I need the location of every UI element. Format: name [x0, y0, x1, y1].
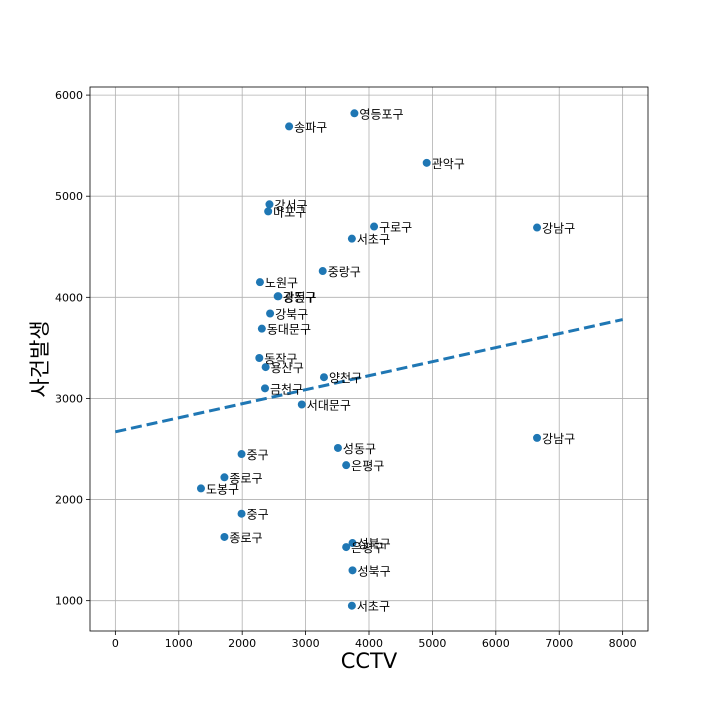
data-point	[220, 473, 229, 482]
data-point	[266, 309, 275, 318]
point-label: 송파구	[294, 120, 327, 134]
point-label: 종로구	[229, 471, 262, 485]
data-points	[196, 109, 542, 610]
point-labels: 영등포구송파구관악구강서구마포구구로구서초구강남구중랑구노원구광진구강동구강북구…	[206, 107, 575, 613]
x-tick-label: 0	[112, 637, 119, 650]
point-label: 금천구	[270, 381, 303, 396]
data-point	[255, 353, 264, 362]
data-point	[347, 234, 356, 243]
x-tick-label: 6000	[482, 637, 510, 650]
point-label: 동대문구	[267, 323, 311, 337]
data-point	[318, 267, 327, 276]
x-axis-title: CCTV	[341, 649, 398, 673]
trend-layer	[115, 318, 623, 434]
point-label: 광진구	[283, 290, 316, 304]
point-label: 도봉구	[206, 482, 239, 496]
data-point	[347, 601, 356, 610]
point-label: 중구	[247, 508, 269, 522]
data-point	[261, 363, 270, 372]
data-point	[237, 450, 246, 459]
point-label: 강동구	[283, 290, 316, 304]
data-point	[264, 207, 273, 216]
data-point	[333, 443, 342, 452]
data-point	[257, 324, 266, 333]
data-point	[342, 543, 351, 552]
data-point	[348, 539, 357, 548]
x-tick-label: 4000	[355, 637, 383, 650]
point-label: 강북구	[275, 307, 308, 321]
data-point	[350, 109, 359, 118]
point-label: 양천구	[329, 370, 362, 385]
y-tick-label: 1000	[55, 595, 83, 608]
point-label: 용산구	[271, 361, 304, 375]
axis-ticks: 0 1000 2000 3000 4000 5000 6000 7000 8000 1000 200…	[55, 89, 637, 650]
data-point	[370, 222, 379, 231]
data-point	[348, 566, 357, 575]
data-point	[255, 278, 264, 287]
point-label: 성북구	[358, 537, 391, 551]
data-point	[265, 200, 274, 209]
point-label: 동작구	[264, 352, 297, 366]
point-label: 중랑구	[328, 265, 361, 279]
data-point	[533, 223, 542, 232]
point-label: 강남구	[542, 222, 575, 236]
point-label: 관악구	[432, 157, 465, 171]
data-point	[319, 373, 328, 382]
data-point	[285, 122, 294, 131]
x-tick-label: 3000	[292, 637, 320, 650]
x-tick-label: 8000	[609, 637, 637, 650]
point-label: 서초구	[357, 600, 390, 614]
point-label: 노원구	[265, 276, 298, 290]
point-label: 성북구	[358, 564, 391, 578]
x-tick-label: 7000	[545, 637, 573, 650]
point-label: 서대문구	[307, 399, 351, 413]
point-label: 강서구	[274, 198, 307, 212]
data-point	[533, 433, 542, 442]
point-label: 은평구	[351, 541, 384, 555]
data-point	[297, 400, 306, 409]
y-tick-label: 3000	[55, 392, 83, 405]
x-tick-label: 1000	[165, 637, 193, 650]
x-tick-label: 2000	[228, 637, 256, 650]
grid-lines	[90, 87, 648, 631]
point-label: 중구	[247, 448, 269, 462]
data-point	[237, 509, 246, 518]
x-tick-label: 5000	[418, 637, 446, 650]
y-tick-label: 6000	[55, 89, 83, 102]
point-label: 마포구	[273, 205, 306, 219]
data-point	[342, 461, 351, 470]
data-point	[196, 484, 205, 493]
point-label: 강남구	[542, 432, 575, 446]
y-axis-title: 사건발생	[28, 320, 52, 397]
data-point	[422, 158, 431, 167]
data-point	[220, 532, 229, 541]
y-tick-label: 2000	[55, 494, 83, 507]
point-label: 서초구	[357, 233, 390, 247]
data-point	[273, 292, 282, 301]
point-label: 영등포구	[359, 107, 403, 121]
point-label: 은평구	[351, 459, 384, 473]
data-point	[261, 384, 270, 393]
point-label: 종로구	[229, 531, 262, 545]
trend-line	[115, 318, 623, 434]
point-label: 구로구	[379, 221, 412, 235]
y-tick-label: 5000	[55, 190, 83, 203]
y-tick-label: 4000	[55, 291, 83, 304]
point-label: 성동구	[343, 442, 376, 456]
